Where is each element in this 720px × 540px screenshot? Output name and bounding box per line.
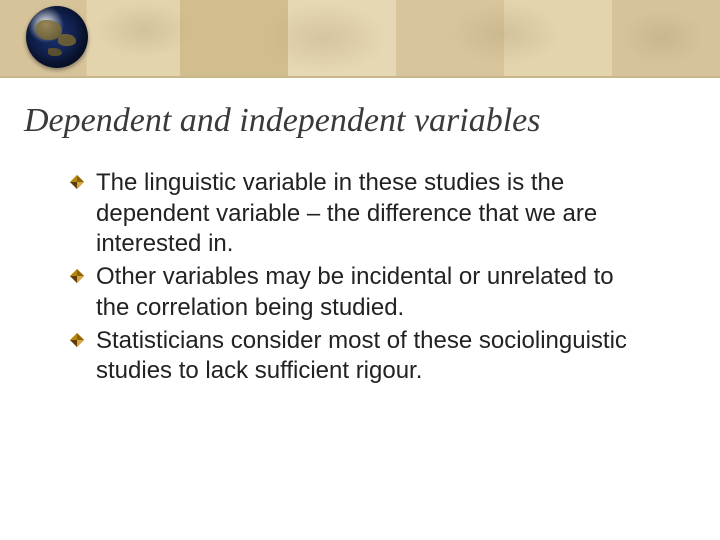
diamond-bullet-icon bbox=[70, 333, 84, 347]
diamond-bullet-icon bbox=[70, 269, 84, 283]
bullet-text: Other variables may be incidental or unr… bbox=[96, 263, 614, 321]
bullet-text: The linguistic variable in these studies… bbox=[96, 169, 597, 257]
list-item: Other variables may be incidental or unr… bbox=[96, 262, 650, 323]
slide-title: Dependent and independent variables bbox=[0, 78, 720, 140]
header-banner bbox=[0, 0, 720, 78]
globe-icon bbox=[26, 6, 88, 68]
bullet-text: Statisticians consider most of these soc… bbox=[96, 327, 627, 385]
list-item: The linguistic variable in these studies… bbox=[96, 168, 650, 260]
diamond-bullet-icon bbox=[70, 175, 84, 189]
list-item: Statisticians consider most of these soc… bbox=[96, 326, 650, 387]
slide-body: The linguistic variable in these studies… bbox=[0, 140, 720, 387]
